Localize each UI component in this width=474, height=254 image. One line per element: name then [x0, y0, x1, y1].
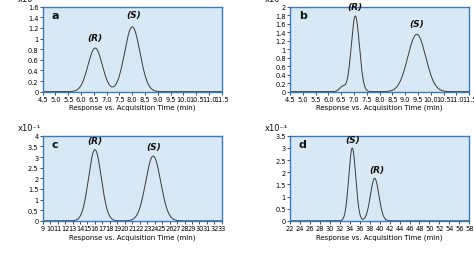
X-axis label: Response vs. Acquisition Time (min): Response vs. Acquisition Time (min) — [69, 233, 196, 240]
Text: x10⁻¹: x10⁻¹ — [265, 124, 288, 133]
Text: b: b — [299, 11, 307, 21]
Text: (S): (S) — [146, 142, 161, 152]
Text: (R): (R) — [348, 3, 363, 12]
Text: x10⁻⁷: x10⁻⁷ — [265, 0, 288, 4]
Text: (R): (R) — [87, 136, 102, 145]
Text: d: d — [299, 140, 307, 150]
Text: (R): (R) — [88, 34, 103, 42]
Text: (S): (S) — [345, 135, 360, 144]
Text: c: c — [52, 140, 58, 150]
Text: (S): (S) — [410, 20, 424, 29]
Text: x10⁻¹: x10⁻¹ — [18, 124, 41, 133]
Text: x10⁻⁷: x10⁻⁷ — [18, 0, 41, 4]
Text: (S): (S) — [126, 11, 141, 20]
Text: (R): (R) — [370, 166, 385, 174]
X-axis label: Response vs. Acquisition Time (min): Response vs. Acquisition Time (min) — [316, 233, 443, 240]
Text: a: a — [52, 11, 59, 21]
X-axis label: Response vs. Acquisition Time (min): Response vs. Acquisition Time (min) — [69, 104, 196, 111]
X-axis label: Response vs. Acquisition Time (min): Response vs. Acquisition Time (min) — [316, 104, 443, 111]
